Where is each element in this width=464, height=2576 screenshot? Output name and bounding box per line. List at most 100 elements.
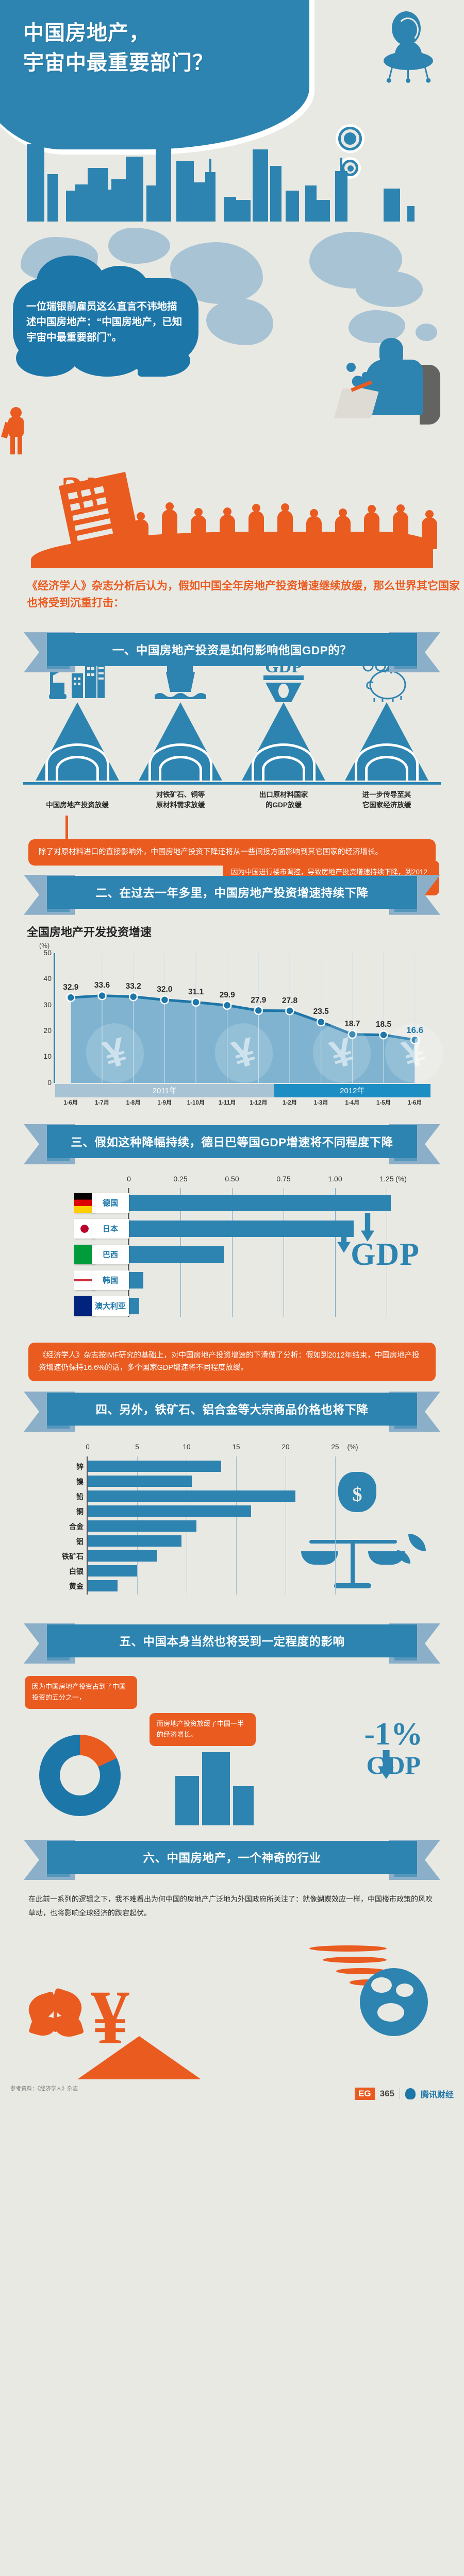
bar xyxy=(129,1246,224,1263)
bar-row: 日本 xyxy=(36,1218,428,1239)
gdp-label: GDP xyxy=(351,1236,420,1272)
quote-text: 一位瑞银前雇员这么直言不讳地描述中国房地产：“中国房地产，已知宇宙中最重要部门”… xyxy=(26,301,183,344)
section-4-header: 四、另外，铁矿石、铝合金等大宗商品价格也将下降 xyxy=(0,1384,464,1432)
section-5-header: 五、中国本身当然也将受到一定程度的影响 xyxy=(0,1616,464,1664)
hero-header: 中国房地产， 宇宙中最重要部门？ xyxy=(0,0,464,222)
x-tick: 0 xyxy=(86,1443,90,1451)
x-tick: 0.25 xyxy=(173,1174,188,1183)
x-tick: 0 xyxy=(127,1174,131,1183)
x-tick: 1-5月 xyxy=(376,1099,391,1106)
flag-icon xyxy=(74,1296,95,1316)
funnel-baseline xyxy=(23,782,441,785)
x-tick: 1-10月 xyxy=(187,1099,205,1106)
impact-value: -1% xyxy=(364,1717,423,1752)
data-label: 31.1 xyxy=(188,987,204,996)
x-tick: 5 xyxy=(135,1443,139,1451)
section-4-title: 四、另外，铁矿石、铝合金等大宗商品价格也将下降 xyxy=(95,1403,369,1417)
flag-icon xyxy=(74,1270,95,1290)
section-5-title: 五、中国本身当然也将受到一定程度的影响 xyxy=(119,1635,345,1649)
section-2-header: 二、在过去一年多里，中国房地产投资增速持续下降 xyxy=(0,868,464,915)
x-tick: 1-6月 xyxy=(63,1099,78,1106)
section-2-title: 二、在过去一年多里，中国房地产投资增速持续下降 xyxy=(95,886,369,900)
bar xyxy=(88,1505,251,1517)
bar-row: 韩国 xyxy=(36,1270,428,1290)
brand-bar: EG 365 腾讯财经 xyxy=(355,2087,454,2100)
footer: 参考资料：《经济学人》杂志 EG 365 腾讯财经 xyxy=(0,2079,464,2115)
data-label: 18.5 xyxy=(375,1020,392,1029)
y-tick: 40 xyxy=(43,974,52,983)
section-2-body: 全国房地产开发投资增速 (%) ¥ ¥ ¥ ¥32.9 33.6 33.2 32.0 31.1… xyxy=(0,860,464,1117)
x-tick: 1-6月 xyxy=(407,1099,422,1106)
section-6-header: 六、中国房地产，一个神奇的行业 xyxy=(0,1833,464,1880)
bar xyxy=(129,1297,139,1314)
x-tick: 1.00 xyxy=(328,1174,342,1183)
data-label: 32.0 xyxy=(157,985,173,994)
section-3-title: 三、假如这种降幅持续，德日巴等国GDP增速将不同程度下降 xyxy=(71,1136,393,1149)
money-bag-icon xyxy=(338,1472,376,1513)
businessman-icon xyxy=(330,335,443,433)
section-5-note-2: 而房地产投资放缓了中国一半的经济增长。 xyxy=(150,1713,256,1746)
funnel-label: 对铁矿石、铜等 原材料需求放缓 xyxy=(156,790,205,809)
funnel-3: GDP xyxy=(235,653,333,781)
section-6-text: 在此前一系列的逻辑之下，我不难看出为何中国的房地产广泛地为外国政府所关注了：就像… xyxy=(28,1895,433,1918)
funnel-1 xyxy=(28,653,126,781)
city-buildings-icon xyxy=(175,1743,278,1826)
data-label: 23.5 xyxy=(313,1007,329,1016)
section-3-callout: 《经济学人》杂志按IMF研究的基础上，对中国房地产投资增速的下滑做了分析：假如到… xyxy=(28,1342,436,1382)
title-line-1: 中国房地产， xyxy=(23,22,150,44)
chart-title: 全国房地产开发投资增速 xyxy=(27,925,152,939)
x-tick: 1-7月 xyxy=(94,1099,110,1106)
city-skyline-icon xyxy=(0,118,464,222)
flag-icon xyxy=(74,1193,95,1213)
funnel-label: 中国房地产投资放缓 xyxy=(46,801,109,809)
ufo-icon xyxy=(383,11,439,94)
flag-icon xyxy=(74,1218,95,1239)
data-label: 33.2 xyxy=(125,982,141,991)
section-1-title: 一、中国房地产投资是如何影响他国GDP的？ xyxy=(112,644,352,657)
x-tick: 1-8月 xyxy=(126,1099,141,1106)
penguin-icon xyxy=(405,2088,416,2099)
x-tick: 0.50 xyxy=(225,1174,239,1183)
x-tick: 0.75 xyxy=(276,1174,291,1183)
bar xyxy=(129,1272,143,1289)
section-5-body: 因为中国房地产投资占到了中国投资的五分之一， 而房地产投资放缓了中国一半的经济增… xyxy=(0,1663,464,1833)
child-silhouette-icon xyxy=(1,407,27,454)
lede-paragraph: 《经济学人》杂志分析后认为，假如中国全年房地产投资增速继续放缓，那么世界其它国家… xyxy=(0,572,464,625)
brand-eg: EG xyxy=(355,2087,375,2100)
brand-365: 365 xyxy=(379,2088,394,2098)
x-tick: 20 xyxy=(281,1443,290,1451)
bar xyxy=(88,1520,197,1532)
y-tick: 0 xyxy=(47,1078,52,1087)
y-tick: 30 xyxy=(43,1000,52,1009)
country-label: 日本 xyxy=(92,1218,129,1239)
data-label: 27.8 xyxy=(281,996,298,1005)
bar-row: 巴西 xyxy=(36,1244,428,1264)
x-tick: 1-11月 xyxy=(218,1099,236,1106)
bar xyxy=(88,1565,137,1577)
commodity-label: 铜 xyxy=(76,1507,84,1516)
butterfly-icon xyxy=(25,1987,90,2048)
infographic-page: 中国房地产， 宇宙中最重要部门？ xyxy=(0,0,464,2115)
commodity-label: 锌 xyxy=(76,1463,84,1471)
x-tick: 1-4月 xyxy=(345,1099,360,1106)
section-1-body: 中国房地产投资放缓 对铁矿石、铜等 原材料需求放缓 GDP 出口原材料国家 的GDP放缓 进… xyxy=(0,655,464,868)
planet-ring-large-icon xyxy=(338,127,362,150)
title-line-2: 宇宙中最重要部门？ xyxy=(23,52,213,74)
x-axis-unit: (%) xyxy=(395,1174,407,1183)
data-label: 27.9 xyxy=(251,996,267,1005)
donut-chart-icon xyxy=(39,1735,121,1817)
commodity-label: 白银 xyxy=(69,1567,84,1576)
year-axis: 2011年 2012年 xyxy=(55,1083,430,1097)
globe-icon xyxy=(360,1968,428,2036)
x-tick: 10 xyxy=(183,1443,191,1451)
bar xyxy=(88,1461,222,1472)
quote-bubble: 一位瑞银前雇员这么直言不讳地描述中国房地产：“中国房地产，已知宇宙中最重要部门”… xyxy=(13,256,198,377)
y-axis-unit: (%) xyxy=(39,941,50,950)
funnel-label: 出口原材料国家 的GDP放缓 xyxy=(259,790,308,809)
section-3-body: GDP 0 0.25 0.50 0.75 1.00 1.25 (%) 德国 日本 巴西 韩国 澳大利亚… xyxy=(0,1163,464,1384)
y-tick: 10 xyxy=(43,1052,52,1061)
x-axis-labels: 1-6月 1-7月 1-8月 1-9月 1-10月 1-11月 1-12月 1-2月 1-3月 1… xyxy=(55,1098,430,1107)
bar xyxy=(88,1535,182,1547)
y-tick: 50 xyxy=(43,948,52,957)
